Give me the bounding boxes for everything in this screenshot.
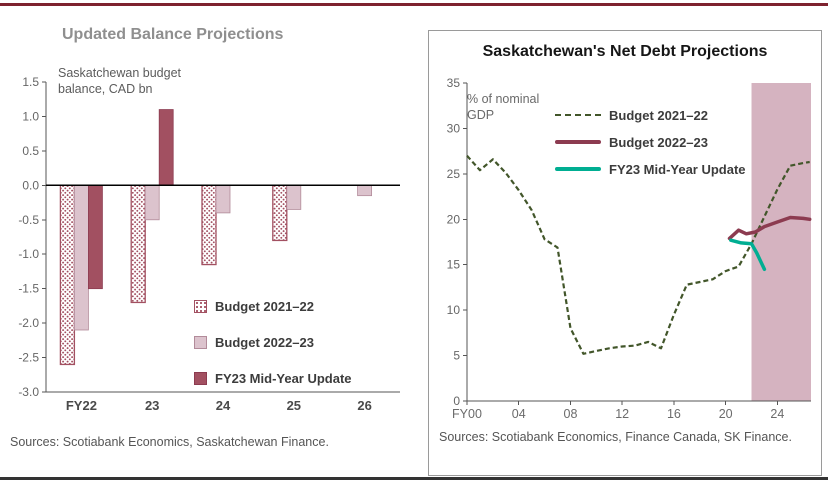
svg-text:30: 30 [447,121,461,135]
svg-text:5: 5 [453,349,460,363]
balance-legend: Budget 2021–22 Budget 2022–23 FY23 Mid-Y… [194,298,352,386]
svg-text:25: 25 [287,398,301,413]
svg-text:-1.5: -1.5 [18,282,39,296]
svg-text:10: 10 [447,303,461,317]
svg-text:-3.0: -3.0 [18,385,39,399]
svg-text:15: 15 [447,258,461,272]
svg-text:20: 20 [447,212,461,226]
svg-text:-2.0: -2.0 [18,316,39,330]
legend-line-maroon [555,140,601,144]
legend-item-fy23-update: FY23 Mid-Year Update [555,161,746,177]
svg-text:1.0: 1.0 [22,109,39,123]
legend-line-teal [555,167,601,171]
svg-text:FY00: FY00 [452,407,482,421]
netdebt-sources: Sources: Scotiabank Economics, Finance C… [439,430,792,444]
netdebt-line-chart: 0 5 10 15 20 25 30 35 FY00 04 08 12 16 20 24 [447,76,812,421]
legend-line-dashed [555,114,601,116]
legend-item-budget-2022-23: Budget 2022–23 [555,134,746,150]
svg-text:-2.5: -2.5 [18,351,39,365]
svg-text:FY22: FY22 [66,398,97,413]
legend-item-fy23-update: FY23 Mid-Year Update [194,370,352,386]
balance-bar-chart: 1.5 1.0 0.5 0.0 -0.5 -1.0 -1.5 -2.0 -2.5 -3.0 FY22… [18,75,400,413]
legend-swatch-pink [194,335,207,349]
svg-text:26: 26 [357,398,371,413]
balance-sources: Sources: Scotiabank Economics, Saskatche… [10,435,329,449]
legend-label: Budget 2021–22 [609,107,708,123]
svg-text:35: 35 [447,76,461,90]
netdebt-chart-panel: Saskatchewan's Net Debt Projections 0 5 10… [428,30,822,476]
svg-text:25: 25 [447,167,461,181]
svg-text:08: 08 [564,407,578,421]
legend-label: Budget 2022–23 [215,334,314,350]
balance-chart-subtitle: Saskatchewan budget balance, CAD bn [58,66,182,96]
svg-text:20: 20 [719,407,733,421]
legend-item-budget-2021-22: Budget 2021–22 [555,107,746,123]
legend-label: Budget 2022–23 [609,134,708,150]
balance-chart-panel: Updated Balance Projections Saskatchewan… [8,10,416,472]
legend-label: FY23 Mid-Year Update [215,370,352,386]
netdebt-chart-title: Saskatchewan's Net Debt Projections [482,43,768,60]
svg-text:24: 24 [216,398,231,413]
svg-text:23: 23 [145,398,159,413]
top-rule [0,3,828,6]
svg-text:04: 04 [512,407,526,421]
legend-swatch-maroon [194,371,207,385]
legend-label: FY23 Mid-Year Update [609,161,746,177]
svg-text:24: 24 [770,407,784,421]
legend-swatch-dotted [194,299,207,313]
svg-text:-1.0: -1.0 [18,247,39,261]
svg-text:0.0: 0.0 [22,178,39,192]
legend-label: Budget 2021–22 [215,298,314,314]
svg-text:-0.5: -0.5 [18,213,39,227]
legend-item-budget-2022-23: Budget 2022–23 [194,334,352,350]
balance-chart-title: Updated Balance Projections [62,26,284,43]
svg-text:1.5: 1.5 [22,75,39,89]
svg-text:12: 12 [615,407,629,421]
legend-item-budget-2021-22: Budget 2021–22 [194,298,352,314]
bottom-rule [0,477,828,480]
svg-text:0: 0 [453,394,460,408]
netdebt-legend: Budget 2021–22 Budget 2022–23 FY23 Mid-Y… [555,107,746,177]
gdp-axis-annotation: % of nominal GDP [467,92,540,123]
svg-text:0.5: 0.5 [22,144,39,158]
svg-text:16: 16 [667,407,681,421]
